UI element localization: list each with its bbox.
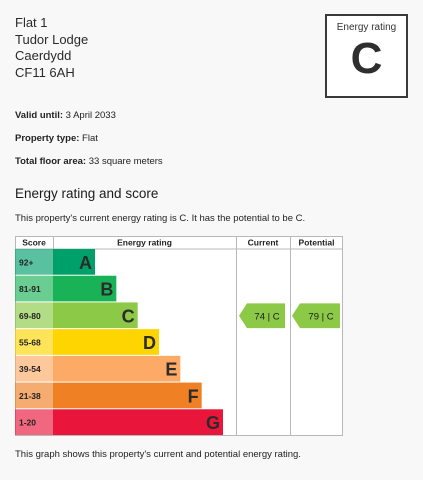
floor-area-label: Total floor area: [15, 156, 87, 167]
energy-rating-box: Energy rating C [325, 14, 408, 98]
address-line: CF11 6AH [15, 64, 75, 80]
column-header: Score [22, 238, 46, 248]
band-score-cell [15, 275, 53, 302]
floor-area-value: 33 square meters [88, 156, 163, 167]
band-letter: B [100, 280, 113, 300]
address-line: Flat 1 [15, 15, 48, 30]
valid-until-label: Valid until: [15, 110, 64, 121]
band-score-cell [15, 302, 53, 329]
band-score-label: 39-54 [19, 364, 41, 374]
energy-rating-chart: Score Energy rating Current Potential 92+ A 81… [15, 236, 343, 436]
band-bar [53, 409, 223, 435]
band-score-label: 1-20 [19, 418, 36, 428]
band-score-label: 81-91 [19, 284, 41, 294]
band-letter: C [122, 306, 135, 326]
property-address: Flat 1 Tudor Lodge Caerdydd CF11 6AH [15, 15, 88, 81]
property-type: Property type: Flat [15, 133, 98, 144]
property-type-value: Flat [82, 133, 98, 144]
section-title: Energy rating and score [15, 186, 159, 201]
band-bar [53, 275, 117, 302]
energy-rating-grade: C [350, 34, 383, 83]
column-header: Current [248, 238, 279, 248]
band-score-label: 55-68 [19, 338, 41, 348]
band-bar [53, 249, 95, 275]
band-score-label: 69-80 [19, 311, 41, 321]
band-score-cell [15, 382, 53, 409]
band-score-label: 92+ [19, 257, 33, 267]
band-letter: E [165, 360, 177, 380]
band-score-cell [15, 355, 53, 382]
floor-area: Total floor area: 33 square meters [15, 156, 163, 167]
potential-rating-arrow [292, 303, 340, 329]
valid-until: Valid until: 3 April 2033 [15, 110, 116, 121]
current-rating-arrow [239, 303, 285, 329]
band-score-cell [15, 409, 53, 435]
band-bar [53, 302, 138, 329]
band-score-label: 21-38 [19, 391, 41, 401]
band-letter: F [188, 386, 199, 406]
address-line: Tudor Lodge [15, 31, 89, 47]
energy-rating-label: Energy rating [336, 22, 397, 33]
current-rating-label: 74 | C [254, 311, 279, 322]
band-letter: D [143, 333, 156, 353]
chart-footnote: This graph shows this property's current… [15, 449, 301, 460]
band-bar [53, 382, 202, 409]
band-bar [53, 355, 181, 382]
band-score-cell [15, 249, 53, 275]
band-score-cell [15, 329, 53, 355]
property-type-label: Property type: [15, 133, 80, 144]
band-letter: A [79, 253, 92, 273]
rating-intro: This property's current energy rating is… [15, 213, 306, 224]
column-header: Potential [299, 238, 335, 248]
band-letter: G [206, 413, 220, 433]
band-bar [53, 329, 159, 355]
valid-until-value: 3 April 2033 [65, 110, 116, 121]
address-line: Caerdydd [15, 48, 72, 63]
column-header: Energy rating [117, 238, 172, 248]
potential-rating-label: 79 | C [308, 311, 333, 322]
